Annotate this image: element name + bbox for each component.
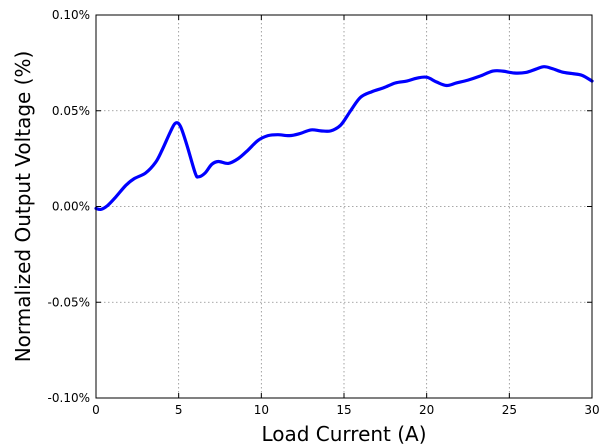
x-tick-label: 5 — [175, 403, 183, 417]
y-tick-label: 0.00% — [52, 200, 90, 214]
x-tick-label: 25 — [502, 403, 517, 417]
ticks — [95, 14, 593, 399]
y-tick-label: -0.10% — [48, 391, 90, 405]
x-tick-label: 0 — [92, 403, 100, 417]
series-layer — [94, 65, 594, 212]
series-line — [94, 65, 594, 212]
y-tick-label: -0.05% — [48, 295, 90, 309]
x-axis-label: Load Current (A) — [261, 422, 426, 446]
y-axis-label: Normalized Output Voltage (%) — [11, 51, 35, 363]
x-tick-label: 30 — [584, 403, 599, 417]
tick-labels: 0 5 10 15 20 25 30 0.10% 0.05% 0.00% -0.05% -0.10% — [48, 8, 600, 417]
y-tick-label: 0.10% — [52, 8, 90, 22]
y-tick-label: 0.05% — [52, 104, 90, 118]
x-tick-label: 20 — [419, 403, 434, 417]
x-tick-label: 15 — [336, 403, 351, 417]
grid — [96, 15, 592, 398]
x-tick-label: 10 — [254, 403, 269, 417]
